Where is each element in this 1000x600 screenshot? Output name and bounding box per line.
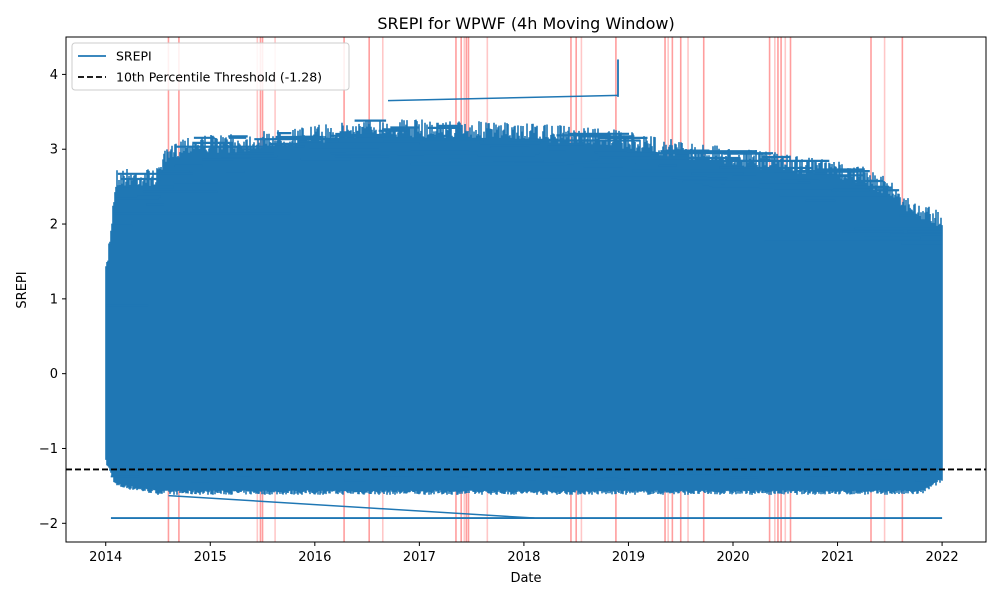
srepi-upper-streaks	[105, 119, 943, 307]
srepi-peak-connector	[387, 94, 619, 102]
y-tick-label: 0	[50, 367, 58, 382]
x-tick-label: 2018	[507, 550, 540, 565]
chart-title: SREPI for WPWF (4h Moving Window)	[377, 14, 674, 33]
plot-area	[66, 37, 986, 542]
x-tick-label: 2020	[716, 550, 749, 565]
x-tick-label: 2022	[926, 550, 959, 565]
legend-box	[71, 42, 350, 91]
srepi-lower-streaks	[110, 458, 937, 483]
srepi-series-line	[105, 119, 943, 495]
legend-label-srepi: SREPI	[116, 49, 152, 64]
y-tick-label: −2	[39, 517, 58, 532]
y-tick-label: 3	[50, 143, 58, 158]
y-tick-label: 2	[50, 218, 58, 233]
y-axis-title: SREPI	[15, 271, 30, 308]
y-tick-label: 1	[50, 292, 58, 307]
x-tick-label: 2015	[194, 550, 227, 565]
plot-frame	[65, 36, 987, 543]
x-tick-label: 2014	[89, 550, 122, 565]
x-tick-label: 2021	[821, 550, 854, 565]
legend-label-threshold: 10th Percentile Threshold (-1.28)	[116, 70, 322, 85]
legend: SREPI 10th Percentile Threshold (-1.28)	[71, 42, 350, 91]
y-tick-label: 4	[50, 68, 58, 83]
x-tick-label: 2017	[403, 550, 436, 565]
y-tick-label: −1	[39, 442, 58, 457]
x-axis-title: Date	[510, 571, 541, 586]
axes: 2014 2015 2016 2017 2018 2019 2020 2021 2022−2−1…	[39, 36, 987, 565]
srepi-connector-line	[168, 494, 535, 519]
x-tick-label: 2019	[612, 550, 645, 565]
x-tick-label: 2016	[298, 550, 331, 565]
